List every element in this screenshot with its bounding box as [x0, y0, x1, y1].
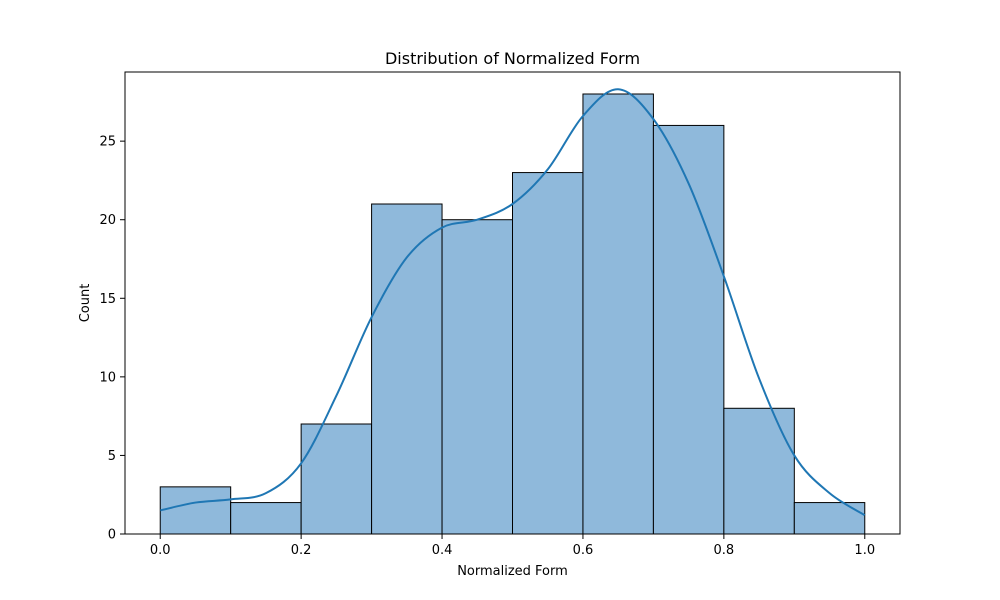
y-tick-label-2: 10 [99, 370, 116, 385]
histogram-bar-2 [300, 423, 373, 535]
x-tick-label-5: 1.0 [854, 543, 875, 558]
histogram-bar-7 [652, 124, 725, 535]
y-tick-label-3: 15 [99, 292, 116, 307]
histogram-bar-5 [512, 172, 584, 535]
x-axis-ticks: 0.0 0.2 0.4 0.6 0.8 1.0 [150, 534, 875, 558]
y-tick-label-4: 20 [99, 213, 116, 228]
kde-curve [160, 88, 866, 516]
x-tick-label-1: 0.2 [291, 543, 312, 558]
x-tick-label-0: 0.0 [150, 543, 171, 558]
y-tick-label-1: 5 [108, 449, 116, 464]
x-tick-label-3: 0.6 [573, 543, 594, 558]
y-axis-label: Count [78, 284, 93, 323]
histogram-bar-8 [723, 407, 795, 535]
y-tick-label-5: 25 [99, 135, 116, 150]
plot-frame [124, 71, 901, 535]
chart-title: Distribution of Normalized Form [385, 49, 640, 68]
y-axis-ticks: 0 5 10 15 20 25 [99, 135, 125, 543]
histogram-bar-4 [441, 219, 513, 535]
histogram-bars [159, 93, 866, 535]
y-tick-label-0: 0 [108, 528, 116, 543]
histogram-bar-3 [371, 203, 443, 535]
histogram-bar-6 [582, 93, 654, 535]
histogram-bar-0 [159, 486, 232, 535]
x-axis-label: Normalized Form [457, 564, 568, 579]
histogram-bar-1 [230, 502, 302, 535]
x-tick-label-4: 0.8 [714, 543, 735, 558]
x-tick-label-2: 0.4 [432, 543, 453, 558]
histogram-bar-9 [793, 502, 866, 535]
